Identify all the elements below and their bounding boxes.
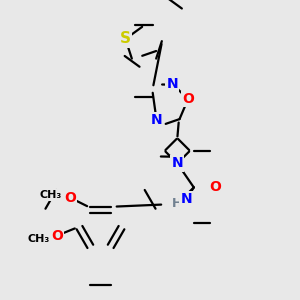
Text: O: O [64,191,76,205]
Text: CH₃: CH₃ [28,233,50,244]
Text: N: N [181,192,192,206]
Text: N: N [151,113,162,128]
Text: N: N [167,76,178,91]
Text: S: S [120,32,131,46]
Text: O: O [51,229,63,242]
Text: O: O [182,92,194,106]
Text: O: O [209,180,221,194]
Text: N: N [172,156,183,170]
Text: H: H [172,197,182,210]
Text: CH₃: CH₃ [40,190,62,200]
